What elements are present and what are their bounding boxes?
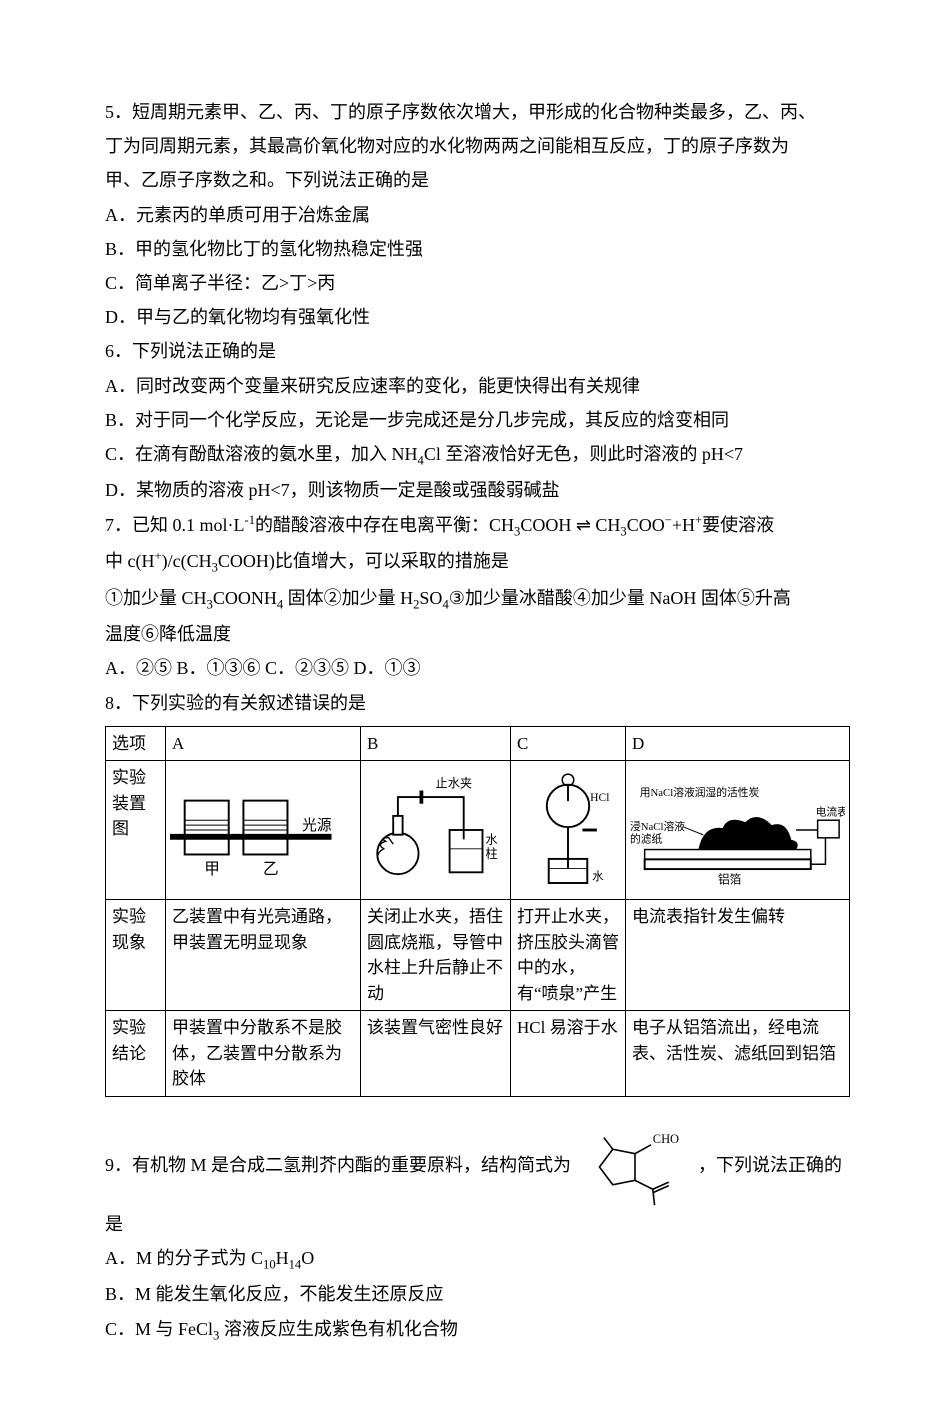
svg-text:水: 水 — [592, 870, 604, 883]
q8-phenomena-a: 乙装置中有光亮通路，甲装置无明显现象 — [166, 900, 361, 1011]
q9-c-pre: C．M 与 FeCl — [105, 1319, 213, 1339]
q9-a-sub1: 10 — [263, 1257, 276, 1271]
svg-text:用NaCl溶液润湿的活性炭: 用NaCl溶液润湿的活性炭 — [640, 786, 760, 799]
document-page: 5．短周期元素甲、乙、丙、丁的原子序数依次增大，甲形成的化合物种类最多，乙、丙、… — [0, 0, 945, 1408]
q5-option-a: A．元素丙的单质可用于冶炼金属 — [105, 198, 850, 232]
q7-s1-pre: 7．已知 0.1 mol·L — [105, 515, 245, 535]
q8-phenomena-b: 关闭止水夹，捂住圆底烧瓶，导管中水柱上升后静止不动 — [361, 900, 511, 1011]
q8-table: 选项 A B C D 实验装置图 — [105, 726, 850, 1097]
q7-it-mid1: COONH — [213, 588, 277, 608]
q5-option-b: B．甲的氢化物比丁的氢化物热稳定性强 — [105, 232, 850, 266]
svg-text:水: 水 — [485, 833, 497, 847]
q7-it-pre: ①加少量 CH — [105, 588, 207, 608]
q5-option-c: C．简单离子半径：乙>丁>丙 — [105, 266, 850, 300]
q8-header-b: B — [361, 726, 511, 761]
q8-figure-c-svg: HCl 水 — [515, 765, 621, 895]
q8-phenomena-c: 打开止水夹，挤压胶头滴管中的水，有“喷泉”产生 — [511, 900, 626, 1011]
q9-a-pre: A．M 的分子式为 C — [105, 1248, 263, 1268]
q7-items-line2: 温度⑥降低温度 — [105, 617, 850, 651]
q7-s1-mid3: COO — [627, 515, 665, 535]
q6-option-a: A．同时改变两个变量来研究反应速率的变化，能更快得出有关规律 — [105, 369, 850, 403]
q6-stem: 6．下列说法正确的是 — [105, 334, 850, 368]
q8-row-label-conclusion: 实验结论 — [106, 1011, 166, 1097]
q7-s1-mid4: +H — [672, 515, 695, 535]
svg-text:的滤纸: 的滤纸 — [630, 833, 663, 846]
q8-conclusion-row: 实验结论 甲装置中分散系不是胶体，乙装置中分散系为胶体 该装置气密性良好 HCl… — [106, 1011, 850, 1097]
q7-s1-sup2: − — [665, 513, 672, 527]
q9-option-a: A．M 的分子式为 C10H14O — [105, 1241, 850, 1278]
q7-s2-pre: 中 c(H — [105, 551, 154, 571]
q6-option-c-post: Cl 至溶液恰好无色，则此时溶液的 pH<7 — [424, 444, 743, 464]
q8-conclusion-a: 甲装置中分散系不是胶体，乙装置中分散系为胶体 — [166, 1011, 361, 1097]
q7-s1-mid2: COOH ⇌ CH — [520, 515, 620, 535]
q8-header-c: C — [511, 726, 626, 761]
q8-conclusion-d: 电子从铝箔流出，经电流表、活性炭、滤纸回到铝箔 — [626, 1011, 850, 1097]
q8-figure-d-svg: 用NaCl溶液润湿的活性炭 浸NaCl溶液 的滤纸 电流表 铝箔 — [630, 765, 845, 895]
svg-text:HCl: HCl — [590, 791, 609, 804]
q9-stem: 9．有机物 M 是合成二氢荆芥内酯的重要原料，结构简式为 CHO ，下列说法正确… — [105, 1127, 850, 1241]
q8-header-d: D — [626, 726, 850, 761]
q7-it-mid3: SO — [419, 588, 442, 608]
q8-figure-a: 甲 乙 光源 — [166, 761, 361, 900]
q9-a-mid: H — [276, 1248, 289, 1268]
q9-stem-pre: 9．有机物 M 是合成二氢荆芥内酯的重要原料，结构简式为 — [105, 1155, 571, 1175]
svg-text:乙: 乙 — [263, 861, 279, 878]
q8-header-a: A — [166, 726, 361, 761]
q7-s2-sup: + — [154, 549, 161, 563]
q9-cho-label: CHO — [652, 1132, 678, 1146]
q9-option-c: C．M 与 FeCl3 溶液反应生成紫色有机化合物 — [105, 1312, 850, 1349]
q5-stem-line3: 甲、乙原子序数之和。下列说法正确的是 — [105, 163, 850, 197]
q5-option-d: D．甲与乙的氧化物均有强氧化性 — [105, 300, 850, 334]
svg-text:铝箔: 铝箔 — [718, 873, 742, 887]
q5-stem-line2: 丁为同周期元素，其最高价氧化物对应的水化物两两之间能相互反应，丁的原子序数为 — [105, 129, 850, 163]
q5-stem-line1: 5．短周期元素甲、乙、丙、丁的原子序数依次增大，甲形成的化合物种类最多，乙、丙、 — [105, 95, 850, 129]
svg-text:电流表: 电流表 — [816, 806, 845, 819]
q7-s2-post: COOH)比值增大，可以采取的措施是 — [218, 551, 509, 571]
q7-s2-mid: )/c(CH — [162, 551, 212, 571]
q7-options: A．②⑤ B．①③⑥ C．②③⑤ D．①③ — [105, 651, 850, 685]
q6-option-b: B．对于同一个化学反应，无论是一步完成还是分几步完成，其反应的焓变相同 — [105, 403, 850, 437]
svg-text:浸NaCl溶液: 浸NaCl溶液 — [630, 820, 685, 833]
q8-figure-row: 实验装置图 甲 — [106, 761, 850, 900]
q8-stem: 8．下列实验的有关叙述错误的是 — [105, 686, 850, 720]
q8-header-label: 选项 — [106, 726, 166, 761]
q9-a-sub2: 14 — [289, 1257, 302, 1271]
q6-option-c: C．在滴有酚酞溶液的氨水里，加入 NH4Cl 至溶液恰好无色，则此时溶液的 pH… — [105, 437, 850, 474]
q7-it-post: ③加少量冰醋酸④加少量 NaOH 固体⑤升高 — [449, 588, 791, 608]
q7-s1-post: 要使溶液 — [702, 515, 774, 535]
q8-header-row: 选项 A B C D — [106, 726, 850, 761]
q8-figure-d: 用NaCl溶液润湿的活性炭 浸NaCl溶液 的滤纸 电流表 铝箔 — [626, 761, 850, 900]
q7-stem-line2: 中 c(H+)/c(CH3COOH)比值增大，可以采取的措施是 — [105, 544, 850, 581]
q8-figure-c: HCl 水 — [511, 761, 626, 900]
q8-conclusion-b: 该装置气密性良好 — [361, 1011, 511, 1097]
q8-figure-a-svg: 甲 乙 光源 — [170, 765, 356, 895]
svg-text:止水夹: 止水夹 — [436, 777, 473, 791]
svg-text:光源: 光源 — [302, 817, 332, 834]
q9-c-post: 溶液反应生成紫色有机化合物 — [219, 1319, 458, 1339]
q9-structure-figure: CHO — [580, 1127, 690, 1207]
svg-text:柱: 柱 — [485, 846, 497, 861]
q8-row-label-figure: 实验装置图 — [106, 761, 166, 900]
svg-text:甲: 甲 — [204, 861, 220, 878]
q9-a-post: O — [301, 1248, 314, 1268]
q8-figure-b: 止水夹 水 柱 — [361, 761, 511, 900]
q6-option-d: D．某物质的溶液 pH<7，则该物质一定是酸或强酸弱碱盐 — [105, 473, 850, 507]
q8-phenomena-row: 实验现象 乙装置中有光亮通路，甲装置无明显现象 关闭止水夹，捂住圆底烧瓶，导管中… — [106, 900, 850, 1011]
q7-s1-mid: 的醋酸溶液中存在电离平衡：CH — [255, 515, 514, 535]
q7-s1-sup: -1 — [245, 513, 256, 527]
q8-row-label-phenomena: 实验现象 — [106, 900, 166, 1011]
q9-option-b: B．M 能发生氧化反应，不能发生还原反应 — [105, 1277, 850, 1311]
q8-figure-b-svg: 止水夹 水 柱 — [365, 765, 506, 895]
q7-stem-line1: 7．已知 0.1 mol·L-1的醋酸溶液中存在电离平衡：CH3COOH ⇌ C… — [105, 508, 850, 545]
q6-option-c-pre: C．在滴有酚酞溶液的氨水里，加入 NH — [105, 444, 418, 464]
q7-items-line1: ①加少量 CH3COONH4 固体②加少量 H2SO4③加少量冰醋酸④加少量 N… — [105, 581, 850, 618]
q8-phenomena-d: 电流表指针发生偏转 — [626, 900, 850, 1011]
q8-conclusion-c: HCl 易溶于水 — [511, 1011, 626, 1097]
q7-it-mid2: 固体②加少量 H — [283, 588, 413, 608]
